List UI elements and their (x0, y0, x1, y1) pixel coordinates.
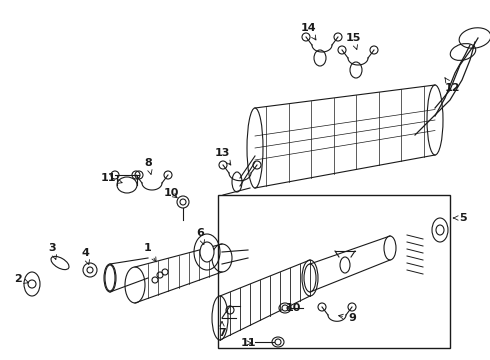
Text: 10: 10 (285, 303, 301, 313)
Text: 7: 7 (218, 322, 226, 338)
Ellipse shape (87, 267, 93, 273)
Text: 11: 11 (100, 173, 122, 183)
Ellipse shape (200, 242, 214, 262)
Text: 14: 14 (300, 23, 316, 40)
Text: 10: 10 (163, 188, 179, 198)
Ellipse shape (275, 339, 281, 345)
Text: 4: 4 (81, 248, 90, 265)
Bar (218, 195, 450, 348)
Text: 15: 15 (345, 33, 361, 49)
Text: 1: 1 (144, 243, 156, 262)
Ellipse shape (180, 199, 186, 205)
Text: 13: 13 (214, 148, 231, 165)
Text: 6: 6 (196, 228, 204, 244)
Text: 5: 5 (453, 213, 467, 223)
Text: 9: 9 (339, 313, 356, 323)
Text: 3: 3 (48, 243, 56, 260)
Text: 8: 8 (144, 158, 152, 174)
Ellipse shape (282, 305, 288, 311)
Text: 11: 11 (240, 338, 256, 348)
Ellipse shape (28, 280, 36, 288)
Text: 12: 12 (444, 78, 460, 93)
Text: 2: 2 (14, 274, 28, 284)
Ellipse shape (436, 225, 444, 235)
